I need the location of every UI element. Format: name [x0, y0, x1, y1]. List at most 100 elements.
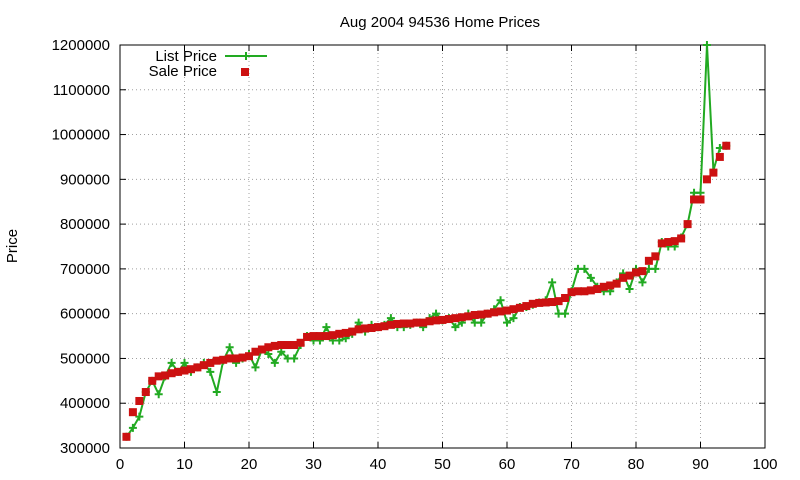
- sale-price-point: [664, 238, 673, 247]
- sale-price-point: [580, 287, 589, 296]
- sale-price-point: [696, 195, 705, 204]
- list-price-point: [503, 318, 511, 327]
- sale-price-point: [470, 311, 479, 320]
- sale-price-point: [670, 237, 679, 246]
- sale-price-point: [702, 175, 711, 184]
- sale-price-point: [354, 325, 363, 334]
- sale-price-point: [541, 298, 550, 307]
- sale-price-point: [180, 366, 189, 375]
- sale-price-point: [715, 152, 724, 161]
- list-price-point: [264, 349, 273, 358]
- sale-price-point: [148, 376, 157, 385]
- list-price-point: [180, 358, 189, 367]
- sale-price-point: [399, 319, 408, 328]
- list-price-point: [225, 343, 234, 352]
- sale-price-point: [167, 369, 176, 378]
- list-price-point: [477, 318, 486, 327]
- sale-price-point: [548, 298, 557, 307]
- legend: List Price Sale Price: [149, 48, 267, 80]
- list-price-point: [206, 367, 215, 376]
- list-price-point: [696, 188, 705, 197]
- list-price-point: [561, 309, 570, 318]
- y-tick-label: 800000: [60, 216, 110, 233]
- list-price-point: [651, 264, 660, 273]
- legend-sale-price-marker: [241, 68, 249, 76]
- sale-price-point: [270, 341, 279, 350]
- list-price-point: [451, 323, 460, 332]
- sale-price-point: [174, 367, 183, 376]
- sale-price-point: [212, 356, 221, 365]
- x-tick-label: 40: [370, 456, 387, 473]
- sale-price-point: [199, 361, 208, 370]
- list-price-point: [128, 423, 137, 432]
- x-tick-label: 100: [752, 456, 777, 473]
- sale-price-point: [612, 279, 621, 288]
- sale-price-point: [651, 252, 660, 261]
- legend-label-sale-price: Sale Price: [149, 63, 217, 80]
- list-price-point: [167, 358, 176, 367]
- list-price-point: [290, 354, 299, 363]
- list-price-point: [135, 412, 144, 421]
- sale-price-point: [593, 285, 602, 294]
- legend-list-price-plus: [242, 52, 250, 60]
- sale-price-point: [625, 271, 634, 280]
- sale-price-point: [503, 306, 511, 315]
- sale-price-point: [161, 371, 170, 380]
- sale-price-point: [341, 328, 350, 337]
- sale-price-point: [290, 341, 299, 350]
- legend-label-list-price: List Price: [155, 48, 217, 65]
- sale-price-point: [251, 347, 260, 356]
- sale-price-point: [444, 315, 453, 324]
- sale-price-point: [361, 324, 370, 333]
- sale-price-point: [535, 298, 544, 307]
- y-tick-label: 700000: [60, 261, 110, 278]
- list-price-point: [386, 314, 395, 323]
- y-tick-label: 1000000: [52, 127, 110, 144]
- sale-price-point: [425, 317, 434, 326]
- list-price-point: [154, 390, 163, 399]
- y-tick-label: 600000: [60, 306, 110, 323]
- sale-price-point: [567, 288, 576, 297]
- sale-price-point: [186, 365, 195, 374]
- sale-price-point: [638, 267, 647, 276]
- sale-price-point: [677, 234, 686, 243]
- x-tick-label: 50: [434, 456, 451, 473]
- sale-price-point: [232, 354, 241, 363]
- sale-price-point: [386, 320, 395, 329]
- sale-price-point: [154, 372, 163, 381]
- list-price-point: [586, 273, 595, 282]
- y-tick-label: 900000: [60, 171, 110, 188]
- x-tick-label: 70: [563, 456, 580, 473]
- y-tick-label: 1200000: [52, 37, 110, 54]
- sale-price-point: [277, 341, 286, 350]
- sale-price-point: [374, 323, 382, 332]
- sale-price-point: [335, 329, 344, 338]
- list-price-point: [322, 323, 331, 332]
- sale-price-point: [328, 331, 337, 340]
- sale-price-point: [193, 363, 202, 372]
- sale-price-point: [657, 239, 666, 248]
- sale-price-point: [309, 332, 318, 341]
- sale-price-point: [709, 168, 718, 177]
- x-tick-label: 60: [499, 456, 516, 473]
- sale-price-point: [683, 220, 692, 229]
- x-tick-label: 80: [628, 456, 645, 473]
- sale-price-point: [135, 396, 144, 405]
- x-tick-label: 10: [176, 456, 193, 473]
- sale-price-point: [412, 318, 421, 327]
- sale-price-point: [690, 195, 699, 204]
- sale-price-point: [380, 322, 389, 331]
- sale-price-point: [522, 302, 531, 311]
- series-layer: [122, 41, 731, 441]
- sale-price-point: [451, 314, 460, 323]
- list-price-point: [277, 347, 286, 356]
- sale-price-point: [586, 286, 595, 295]
- sale-price-point: [528, 299, 537, 308]
- x-tick-label: 30: [305, 456, 322, 473]
- sale-price-point: [296, 338, 305, 347]
- list-price-point: [548, 278, 557, 287]
- list-price-point: [580, 264, 589, 273]
- sale-price-point: [219, 355, 228, 364]
- sale-price-point: [128, 408, 137, 417]
